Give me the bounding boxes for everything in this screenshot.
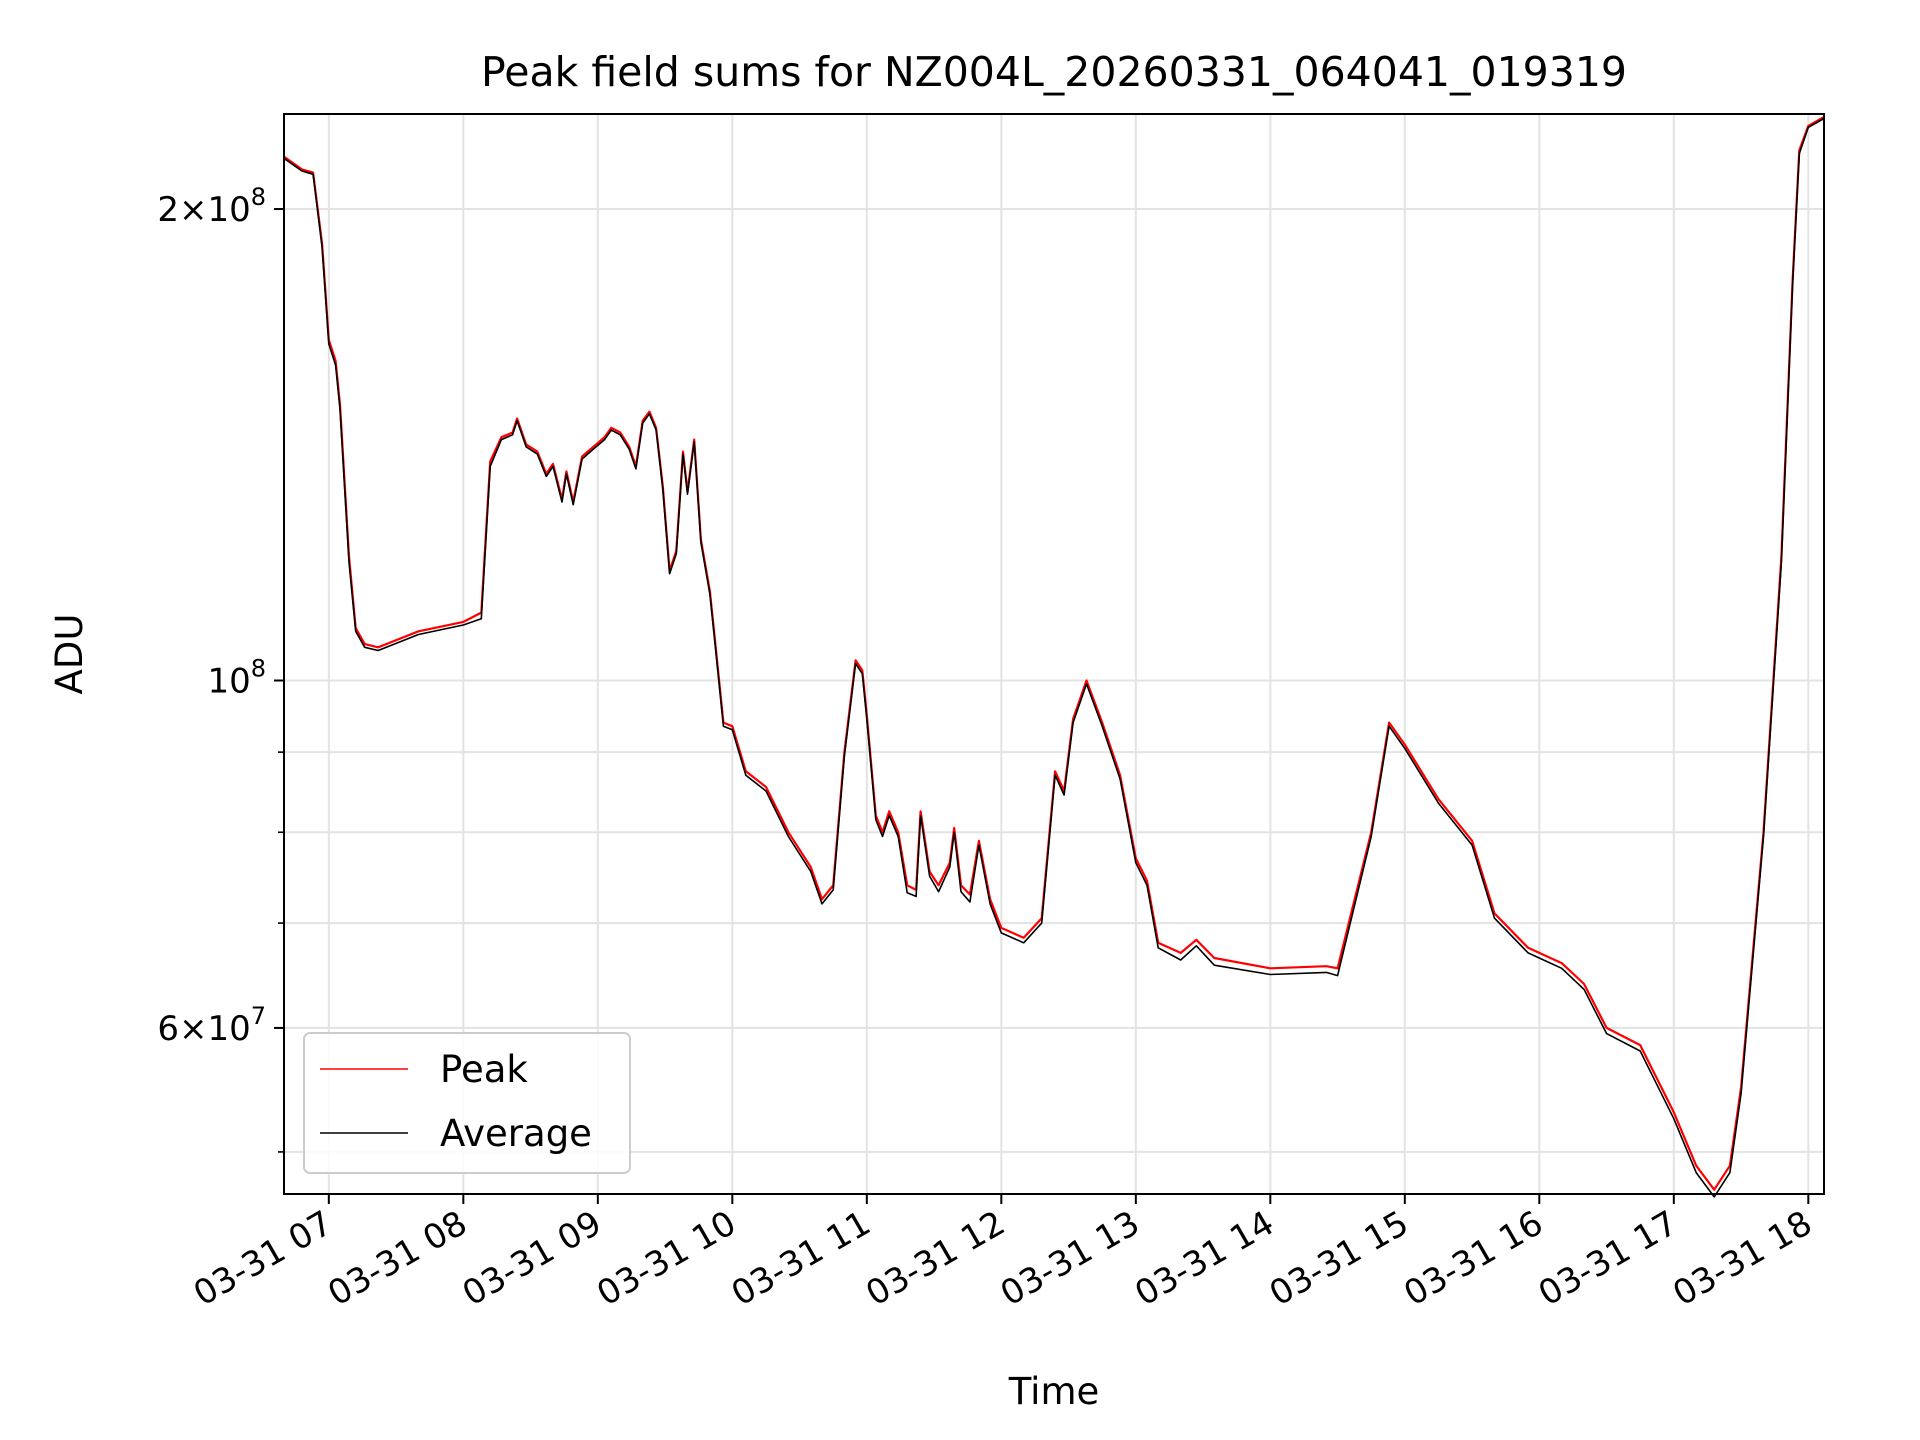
x-axis-label: Time [1008,1370,1100,1413]
y-tick-label: 108 [207,654,266,701]
y-axis-label: ADU [48,614,91,695]
series-lines [283,116,1825,1198]
series-line-average [283,117,1825,1198]
y-tick-label: 6×107 [157,1002,266,1049]
legend-box [303,1032,631,1174]
legend: Peak Average [303,1032,631,1174]
chart-title: Peak field sums for NZ004L_20260331_0640… [481,48,1627,96]
plot-frame [283,113,1825,1195]
legend-label-peak: Peak [440,1048,528,1091]
grid [284,114,1824,1194]
y-tick-label: 2×108 [157,183,266,230]
legend-label-average: Average [440,1112,592,1155]
y-axis: 2×108 108 6×107 [157,183,284,1153]
